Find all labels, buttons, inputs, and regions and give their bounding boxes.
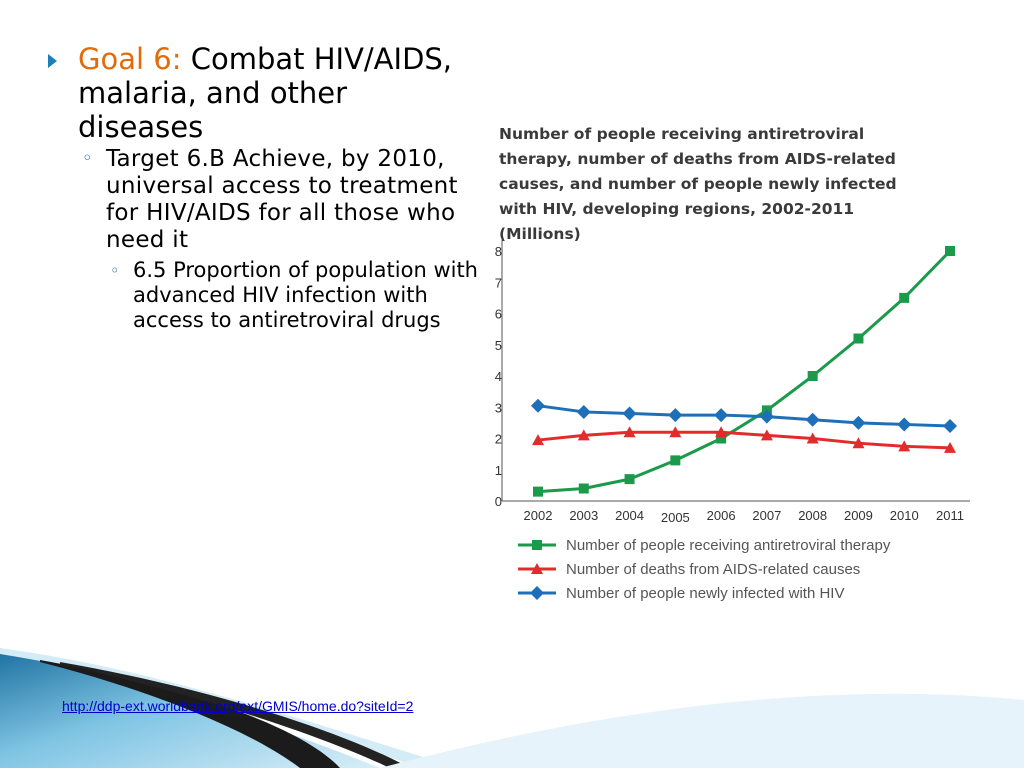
data-point: [670, 455, 681, 466]
x-tick-label: 2003: [569, 508, 598, 523]
data-point: [716, 433, 727, 444]
data-point: [715, 426, 728, 438]
circle-bullet-icon: ◦: [110, 261, 120, 280]
data-point: [899, 292, 910, 303]
data-point: [898, 440, 911, 452]
data-point: [576, 404, 591, 419]
target-item: Target 6.B Achieve, by 2010, universal a…: [106, 146, 486, 254]
data-point: [759, 409, 774, 424]
x-tick-label: 2007: [752, 508, 781, 523]
data-point: [624, 474, 635, 485]
y-tick-label: 7: [495, 275, 502, 290]
data-point: [623, 426, 636, 438]
line-chart: 0 1 2 3 4 5 6 7 8 2002 2003 2004 2005 2006 2007 2008 200…: [495, 239, 970, 602]
data-point: [945, 246, 955, 256]
chart-title: Number of people receiving antiretrovira…: [499, 125, 897, 243]
series-line-2: [537, 404, 951, 428]
data-point: [851, 415, 866, 430]
data-point: [853, 333, 864, 344]
y-tick-label: 0: [495, 494, 502, 509]
x-tick-label: 2002: [524, 508, 553, 523]
indicator-item: 6.5 Proportion of population with advanc…: [133, 258, 478, 332]
data-point: [805, 412, 820, 427]
legend-label: Number of people receiving antiretrovira…: [566, 537, 891, 554]
legend-marker: [531, 563, 543, 574]
target-label: Target 6.B: [106, 146, 226, 172]
y-tick-label: 4: [495, 369, 502, 384]
data-point: [532, 434, 544, 446]
y-tick-label: 8: [495, 244, 502, 259]
data-point: [669, 426, 682, 438]
data-point: [622, 406, 637, 421]
x-tick-label: 2010: [890, 508, 919, 523]
target-text: Achieve, by 2010, universal access to tr…: [106, 146, 458, 253]
x-tick-label: 2004: [615, 508, 644, 523]
circle-bullet-icon: ◦: [82, 148, 93, 169]
data-point: [578, 483, 589, 494]
data-point: [714, 408, 729, 423]
series-line-1: [537, 430, 951, 450]
data-point: [531, 398, 545, 413]
goal-heading: Goal 6: Combat HIV/AIDS, malaria, and ot…: [78, 42, 478, 144]
data-point: [807, 371, 818, 381]
source-link[interactable]: http://ddp-ext.worldbank.org/ext/GMIS/ho…: [62, 698, 414, 714]
legend-marker: [530, 586, 544, 600]
data-point: [944, 441, 956, 453]
data-point: [533, 486, 543, 497]
triangle-bullet-icon: [48, 54, 57, 68]
legend-label: Number of deaths from AIDS-related cause…: [566, 561, 860, 578]
x-tick-label: 2005: [661, 510, 690, 525]
y-tick-label: 5: [495, 338, 502, 353]
legend-label: Number of people newly infected with HIV: [566, 585, 844, 602]
x-tick-label: 2009: [844, 508, 873, 523]
data-point: [897, 417, 912, 432]
y-tick-label: 1: [495, 463, 502, 478]
y-tick-label: 3: [495, 400, 502, 415]
data-point: [760, 429, 773, 441]
goal-text: Combat HIV/AIDS, malaria, and other dise…: [78, 42, 453, 144]
goal-label: Goal 6:: [78, 42, 182, 76]
data-point: [943, 419, 957, 433]
y-tick-label: 2: [495, 432, 502, 447]
x-tick-label: 2008: [798, 508, 827, 523]
data-point: [852, 437, 865, 449]
series-line-0: [537, 249, 952, 494]
decorative-swoosh: [0, 648, 1024, 768]
y-tick-label: 6: [495, 307, 502, 322]
data-point: [806, 432, 819, 444]
legend-marker: [532, 540, 542, 550]
data-point: [668, 408, 683, 423]
x-tick-label: 2011: [936, 508, 964, 523]
x-tick-label: 2006: [707, 508, 736, 523]
data-point: [577, 429, 590, 441]
